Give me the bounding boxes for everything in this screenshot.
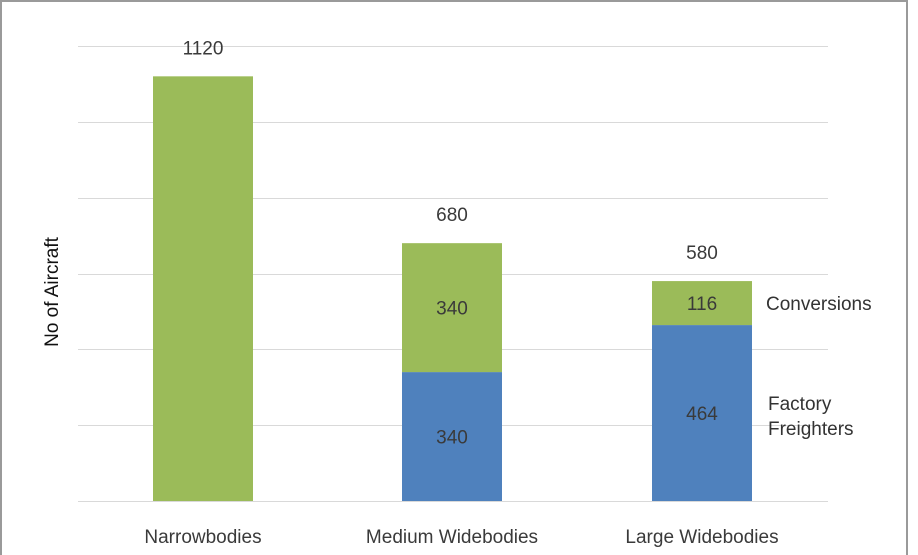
x-tick-label: Narrowbodies [144, 527, 261, 548]
legend-factory-freighters: Factory Freighters [768, 394, 854, 440]
x-axis-ticks: Narrowbodies Medium Widebodies Large Wideb… [144, 527, 778, 548]
legend: Conversions Factory Freighters [766, 294, 872, 440]
x-tick-label: Medium Widebodies [366, 527, 538, 548]
bar-conversions [153, 76, 253, 501]
x-tick-label: Large Widebodies [625, 527, 778, 548]
bar-factory-freighters [652, 325, 752, 501]
legend-conversions: Conversions [766, 294, 872, 315]
bar-factory-freighters [402, 372, 502, 501]
bars [153, 76, 752, 501]
bar-conversions [652, 281, 752, 326]
y-axis-label: No of Aircraft [42, 236, 63, 347]
total-value-label: 580 [686, 243, 718, 264]
value-labels: 1120 340 340 680 464 116 580 [183, 38, 719, 448]
segment-value-label: 340 [436, 299, 468, 320]
segment-value-label: 116 [687, 294, 717, 315]
bar-conversions [402, 243, 502, 373]
segment-value-label: 340 [436, 428, 468, 449]
total-value-label: 1120 [183, 38, 224, 59]
segment-value-label: 464 [686, 404, 718, 425]
total-value-label: 680 [436, 205, 468, 226]
